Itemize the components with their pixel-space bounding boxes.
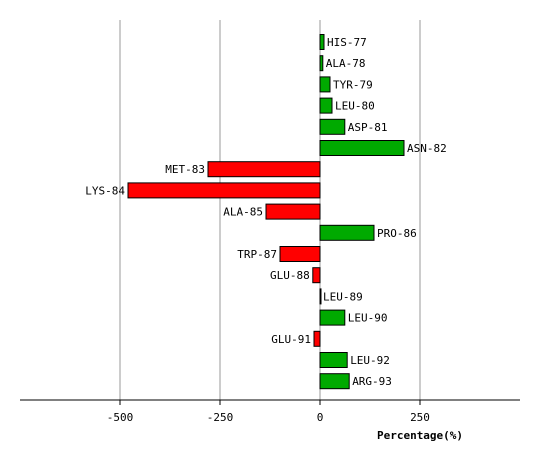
bar-label-his-77: HIS-77 xyxy=(327,36,367,49)
bar-label-met-83: MET-83 xyxy=(165,163,205,176)
bar-label-leu-92: LEU-92 xyxy=(350,354,390,367)
bars xyxy=(127,34,405,390)
x-tick-label: -500 xyxy=(107,411,134,424)
bar-leu-89 xyxy=(319,288,322,305)
x-tick-label: 250 xyxy=(410,411,430,424)
bar-trp-87 xyxy=(279,246,321,262)
bar-label-glu-91: GLU-91 xyxy=(271,333,311,346)
bar-glu-91 xyxy=(313,330,321,347)
bar-label-tyr-79: TYR-79 xyxy=(333,78,373,91)
bar-glu-88 xyxy=(312,267,321,284)
bar-label-trp-87: TRP-87 xyxy=(237,248,277,261)
bar-label-ala-85: ALA-85 xyxy=(223,206,263,219)
bar-label-arg-93: ARG-93 xyxy=(352,375,392,388)
bar-leu-80 xyxy=(319,97,333,114)
bar-ala-85 xyxy=(265,203,321,220)
bar-label-leu-80: LEU-80 xyxy=(335,100,375,113)
bar-ala-78 xyxy=(319,55,324,72)
bar-label-asp-81: ASP-81 xyxy=(348,121,388,134)
bar-met-83 xyxy=(207,161,321,178)
bar-label-ala-78: ALA-78 xyxy=(326,57,366,70)
bar-label-glu-88: GLU-88 xyxy=(270,269,310,282)
bar-label-pro-86: PRO-86 xyxy=(377,227,417,240)
bar-tyr-79 xyxy=(319,76,331,93)
bar-arg-93 xyxy=(319,373,350,390)
bar-pro-86 xyxy=(319,224,375,241)
bar-lys-84 xyxy=(127,182,321,199)
bar-label-lys-84: LYS-84 xyxy=(85,184,125,197)
category-labels: HIS-77 ALA-78 TYR-79 LEU-80 ASP-81 ASN-82 MET-… xyxy=(85,36,447,388)
bar-asp-81 xyxy=(319,118,346,135)
bar-asn-82 xyxy=(319,140,405,156)
bar-leu-90 xyxy=(319,309,346,326)
bar-label-leu-89: LEU-89 xyxy=(323,290,363,303)
x-axis-ticks: -500 -250 0 250 xyxy=(107,400,430,424)
bar-his-77 xyxy=(319,34,325,50)
x-axis-title: Percentage(%) xyxy=(377,429,463,442)
bar-label-asn-82: ASN-82 xyxy=(407,142,447,155)
x-tick-label: 0 xyxy=(317,411,324,424)
bar-leu-92 xyxy=(319,352,348,368)
bar-label-leu-90: LEU-90 xyxy=(348,312,388,325)
x-tick-label: -250 xyxy=(207,411,234,424)
